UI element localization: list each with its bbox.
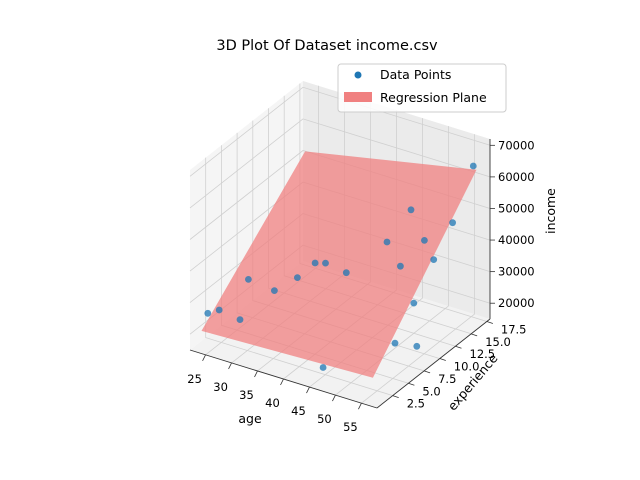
x-tick-label: 50 xyxy=(317,412,332,426)
x-tick-mark xyxy=(332,394,336,402)
data-point xyxy=(204,309,212,317)
y-tick-label: 15.0 xyxy=(485,335,511,349)
z-tick-label: 50000 xyxy=(498,202,535,216)
data-point xyxy=(383,238,391,246)
y-tick-label: 12.5 xyxy=(470,347,496,361)
x-tick-label: 55 xyxy=(343,420,358,434)
x-tick-label: 40 xyxy=(265,396,280,410)
data-point xyxy=(236,316,244,323)
y-tick-mark xyxy=(423,370,431,374)
y-tick-mark xyxy=(392,395,399,399)
chart-title: 3D Plot Of Dataset income.csv xyxy=(216,38,438,54)
x-tick-mark xyxy=(228,362,232,370)
y-tick-label: 17.5 xyxy=(501,323,527,337)
x-tick-mark xyxy=(306,386,310,394)
y-tick-mark xyxy=(455,345,462,349)
data-point xyxy=(322,259,329,267)
data-point xyxy=(397,262,404,270)
legend: Data Points Regression Plane xyxy=(337,63,507,113)
data-point xyxy=(215,306,223,314)
data-point xyxy=(311,259,319,267)
data-point xyxy=(469,162,477,170)
grid-line-z xyxy=(189,86,491,177)
data-point xyxy=(410,299,418,307)
x-tick-label: 35 xyxy=(239,388,254,402)
data-point xyxy=(342,269,350,277)
x-tick-label: 30 xyxy=(213,380,228,394)
data-point xyxy=(413,342,421,350)
y-tick-mark xyxy=(439,358,446,361)
data-point xyxy=(430,256,438,263)
y-tick-mark xyxy=(471,333,478,337)
x-tick-mark xyxy=(202,354,206,362)
z-tick-label: 70000 xyxy=(498,138,535,152)
data-point xyxy=(391,339,399,347)
x-tick-mark xyxy=(280,378,284,386)
y-tick-label: 5.0 xyxy=(422,384,440,398)
data-point xyxy=(421,237,428,244)
y-tick-label: 10.0 xyxy=(454,360,480,374)
grid-line-y xyxy=(205,157,393,396)
data-point xyxy=(319,364,327,371)
tick-labels-layer: 25 30 35 40 45 50 55 2.55.07.510.012.515.017.5 2… xyxy=(187,138,534,434)
data-point xyxy=(271,287,278,294)
legend-marker-regression-plane xyxy=(344,92,372,102)
grid-line-z xyxy=(189,118,491,209)
legend-marker-data-points xyxy=(354,71,362,79)
y-tick-label: 2.5 xyxy=(407,397,425,411)
x-tick-label: 45 xyxy=(291,404,306,418)
y-tick-mark xyxy=(486,321,493,324)
legend-label-regression-plane: Regression Plane xyxy=(380,90,487,105)
y-tick-label: 7.5 xyxy=(438,372,456,386)
data-point xyxy=(407,206,415,214)
z-tick-label: 40000 xyxy=(498,233,535,247)
z-tick-label: 60000 xyxy=(498,170,535,184)
x-axis-label: age xyxy=(238,411,262,426)
regression-plane-layer xyxy=(201,151,477,378)
data-point xyxy=(449,219,456,227)
x-tick-label: 25 xyxy=(187,372,202,386)
grid-line-x xyxy=(361,134,475,404)
legend-label-data-points: Data Points xyxy=(380,67,451,82)
z-tick-label: 20000 xyxy=(498,296,535,310)
data-point xyxy=(245,276,252,283)
z-tick-label: 30000 xyxy=(498,265,535,279)
legend-box xyxy=(337,63,507,113)
z-axis-label: income xyxy=(543,188,558,234)
regression-plane xyxy=(201,151,477,378)
data-point xyxy=(294,274,301,281)
x-tick-mark xyxy=(254,370,258,378)
x-tick-mark xyxy=(358,402,362,410)
data-points-layer xyxy=(204,162,477,371)
y-tick-mark xyxy=(408,382,415,386)
